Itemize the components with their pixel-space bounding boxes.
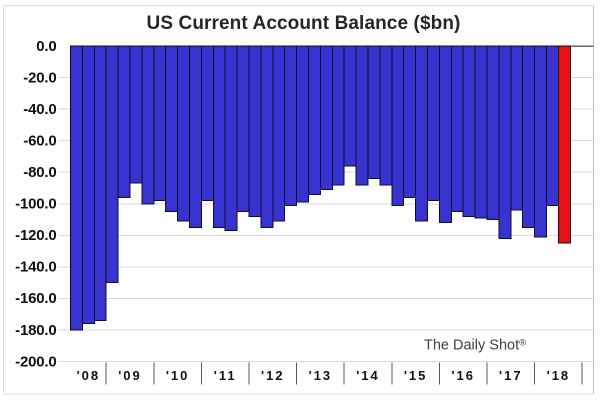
svg-text:-180.0: -180.0 xyxy=(15,322,56,339)
svg-text:0.0: 0.0 xyxy=(36,38,56,55)
svg-text:'12: '12 xyxy=(261,368,285,383)
svg-text:'13: '13 xyxy=(309,368,333,383)
svg-text:'15: '15 xyxy=(404,368,428,383)
svg-text:-20.0: -20.0 xyxy=(23,69,56,86)
svg-text:-140.0: -140.0 xyxy=(15,259,56,276)
svg-text:-160.0: -160.0 xyxy=(15,290,56,307)
svg-text:'16: '16 xyxy=(451,368,475,383)
svg-text:-40.0: -40.0 xyxy=(23,101,56,118)
svg-text:-60.0: -60.0 xyxy=(23,132,56,149)
svg-text:'09: '09 xyxy=(118,368,142,383)
svg-text:The Daily Shot®: The Daily Shot® xyxy=(424,338,526,354)
svg-text:US Current Account Balance ($b: US Current Account Balance ($bn) xyxy=(147,13,461,34)
svg-text:'10: '10 xyxy=(166,368,190,383)
svg-text:'11: '11 xyxy=(214,368,237,383)
svg-text:-80.0: -80.0 xyxy=(23,164,56,181)
svg-text:'17: '17 xyxy=(499,368,523,383)
svg-text:-200.0: -200.0 xyxy=(15,353,56,370)
svg-text:'18: '18 xyxy=(547,368,571,383)
svg-text:'14: '14 xyxy=(356,368,380,383)
svg-text:'08: '08 xyxy=(77,368,101,383)
svg-text:-120.0: -120.0 xyxy=(15,227,56,244)
svg-text:-100.0: -100.0 xyxy=(15,196,56,213)
